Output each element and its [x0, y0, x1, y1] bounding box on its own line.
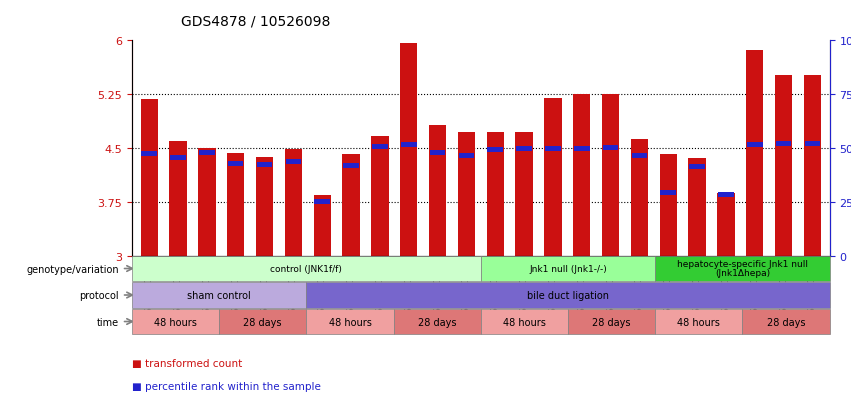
Bar	[747, 142, 762, 147]
Text: 48 hours: 48 hours	[154, 317, 197, 327]
Bar	[227, 154, 244, 256]
Text: 28 days: 28 days	[767, 317, 805, 327]
Text: ■ percentile rank within the sample: ■ percentile rank within the sample	[132, 381, 321, 391]
Bar	[400, 43, 417, 256]
Bar	[804, 76, 821, 256]
Text: 28 days: 28 days	[418, 317, 456, 327]
Bar	[689, 165, 705, 170]
Bar	[688, 159, 705, 256]
Bar	[198, 149, 215, 256]
Bar	[516, 132, 533, 256]
Bar	[314, 200, 330, 205]
Bar	[717, 193, 734, 256]
Bar	[631, 153, 648, 158]
Text: GDS4878 / 10526098: GDS4878 / 10526098	[180, 14, 330, 28]
Bar	[401, 142, 416, 147]
Bar	[429, 126, 446, 256]
Bar	[372, 145, 388, 150]
Bar	[545, 146, 561, 151]
Bar	[285, 150, 302, 256]
Text: bile duct ligation: bile duct ligation	[527, 290, 609, 300]
Text: Jnk1 null (Jnk1-/-): Jnk1 null (Jnk1-/-)	[529, 264, 607, 273]
Bar	[371, 137, 389, 256]
Bar	[487, 133, 504, 256]
Bar	[545, 99, 562, 256]
Bar	[805, 142, 820, 147]
Bar	[343, 164, 359, 169]
Text: sham control: sham control	[187, 290, 251, 300]
Bar	[775, 76, 792, 256]
Bar	[776, 141, 791, 146]
Bar	[169, 142, 186, 256]
Bar	[256, 157, 273, 256]
Bar	[746, 51, 763, 256]
Bar	[459, 153, 474, 158]
Bar	[660, 190, 676, 196]
Bar	[286, 160, 301, 165]
Bar	[574, 146, 590, 151]
Bar	[140, 100, 157, 256]
Text: 48 hours: 48 hours	[328, 317, 371, 327]
Text: time: time	[97, 317, 119, 327]
Bar	[430, 150, 445, 155]
Text: 28 days: 28 days	[592, 317, 631, 327]
Bar	[602, 94, 620, 256]
Bar	[660, 154, 677, 256]
Bar	[170, 155, 186, 161]
Text: protocol: protocol	[79, 290, 119, 300]
Bar	[228, 162, 243, 167]
Text: 28 days: 28 days	[243, 317, 282, 327]
Bar	[631, 140, 648, 256]
Bar	[199, 150, 214, 155]
Bar	[488, 147, 503, 153]
Bar	[718, 193, 734, 198]
Bar	[141, 152, 157, 157]
Text: (Jnk1Δhepa): (Jnk1Δhepa)	[715, 268, 770, 278]
Bar	[313, 195, 331, 256]
Text: genotype/variation: genotype/variation	[26, 264, 119, 274]
Bar	[257, 163, 272, 168]
Bar	[458, 133, 475, 256]
Bar	[603, 145, 619, 150]
Text: ■ transformed count: ■ transformed count	[132, 358, 243, 368]
Text: 48 hours: 48 hours	[503, 317, 545, 327]
Text: 48 hours: 48 hours	[677, 317, 720, 327]
Text: hepatocyte-specific Jnk1 null: hepatocyte-specific Jnk1 null	[677, 259, 808, 268]
Bar	[342, 154, 360, 256]
Bar	[517, 146, 532, 151]
Text: control (JNK1f/f): control (JNK1f/f)	[271, 264, 342, 273]
Bar	[573, 95, 591, 256]
